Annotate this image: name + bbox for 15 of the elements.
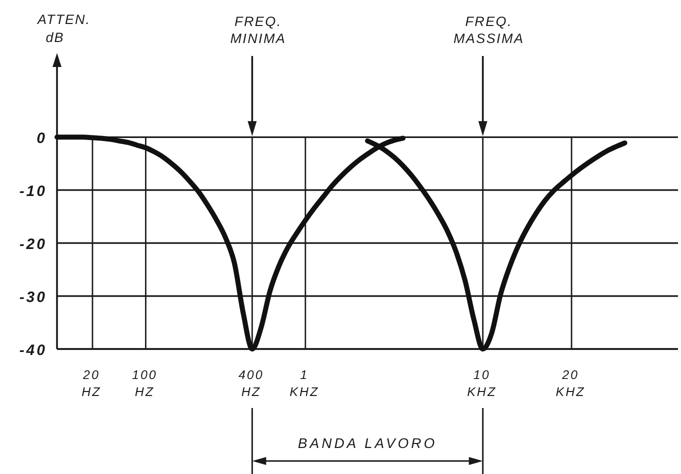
text: BANDA LAVORO	[298, 435, 438, 451]
text: FREQ. MASSIMA	[453, 14, 524, 46]
y-tick-label: -30	[19, 289, 47, 306]
y-tick-label: -20	[19, 236, 47, 254]
x-tick-label: 400 HZ	[238, 368, 264, 399]
x-tick-label: 20 HZ	[82, 368, 102, 399]
x-tick-label: 10 KHZ	[467, 368, 497, 399]
y-tick-label: 0	[36, 130, 47, 148]
y-tick-label: -10	[19, 183, 47, 200]
x-tick-label: 100 HZ	[132, 368, 158, 399]
x-tick-label: 1 KHZ	[290, 368, 320, 399]
x-tick-label: 20 KHZ	[556, 368, 586, 399]
y-tick-label: -40	[19, 342, 47, 359]
text: FREQ. MINIMA	[230, 14, 286, 46]
y-axis-title: ATTEN. dB	[36, 12, 90, 45]
